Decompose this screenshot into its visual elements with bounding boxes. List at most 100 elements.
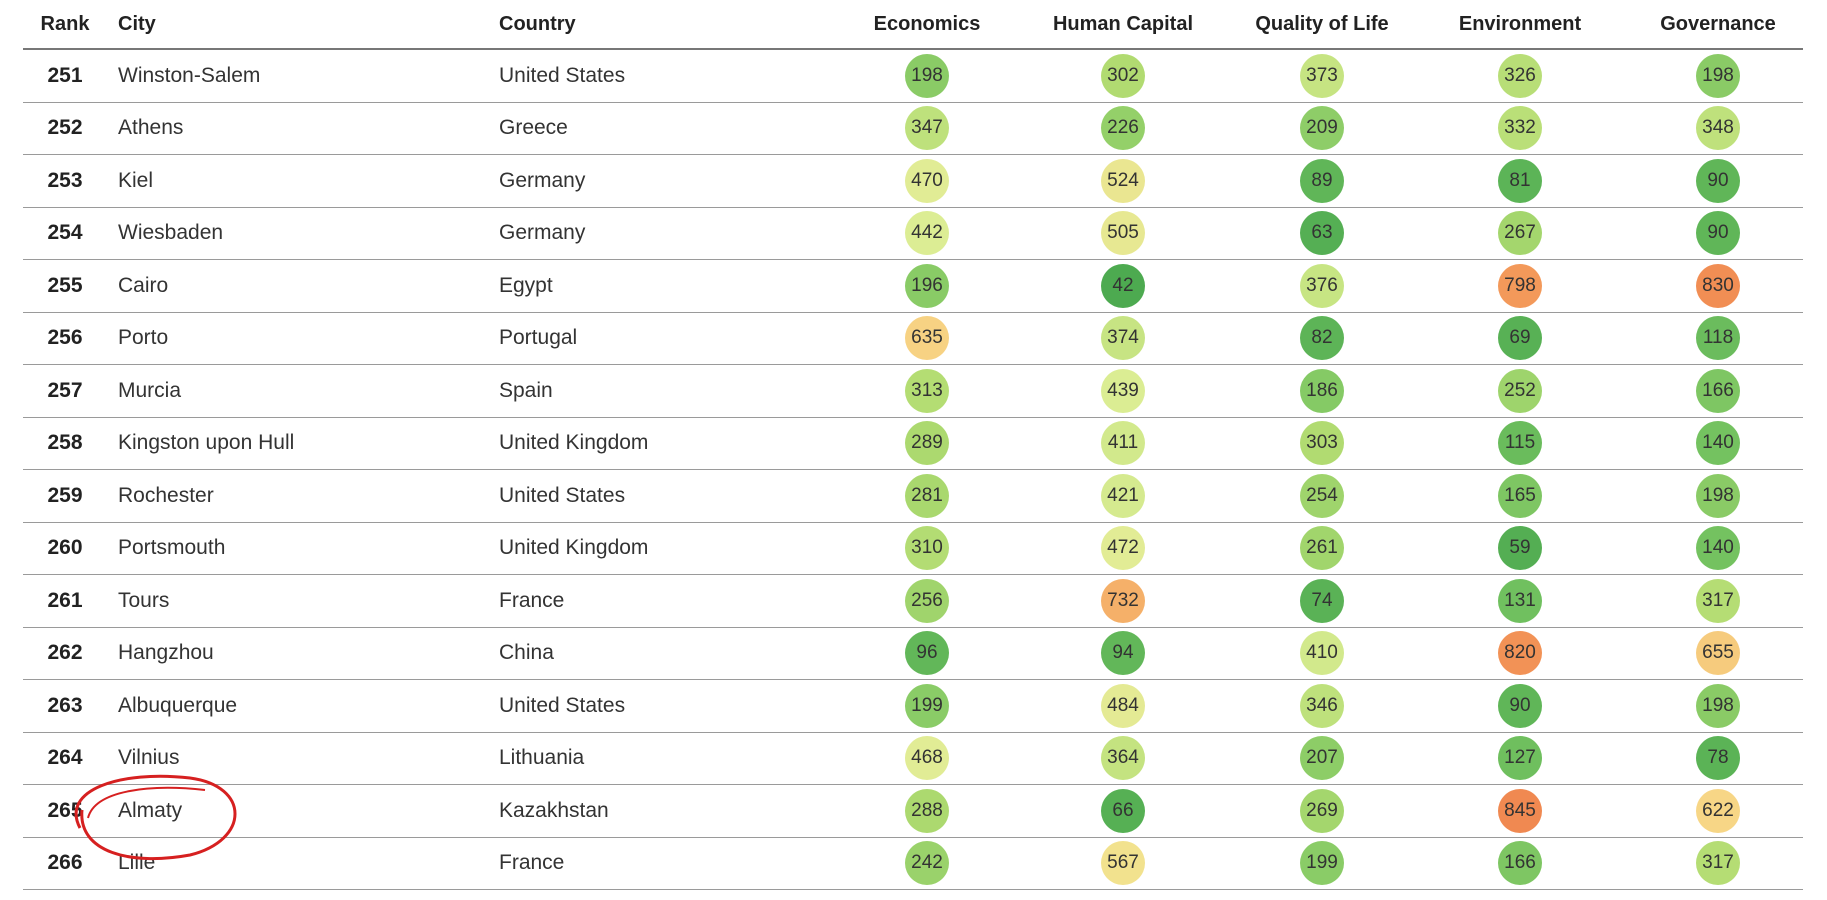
cell: Winston-Salem (118, 63, 261, 87)
cell: 242 (837, 838, 1017, 890)
table-row: 257 Murcia Spain 313 439 186 252 166 (23, 365, 1803, 418)
score-badge: 281 (905, 473, 949, 518)
score-badge: 470 (905, 158, 949, 203)
table-row: 266 Lille France 242 567 199 166 317 (23, 838, 1803, 890)
table-row: 251 Winston-Salem United States 198 302 373 32… (23, 50, 1803, 103)
cell: Wiesbaden (118, 221, 224, 245)
cell: 261 (1232, 523, 1412, 575)
score-badge: 373 (1300, 53, 1344, 98)
score-badge: 524 (1101, 158, 1145, 203)
header-cell: Rank (40, 12, 90, 35)
cell: 732 (1033, 575, 1213, 627)
cell: 484 (1033, 680, 1213, 732)
cell: 89 (1232, 155, 1412, 207)
header-cell: Governance (1660, 12, 1776, 35)
cell: 252 (1430, 365, 1610, 417)
cell: 472 (1033, 523, 1213, 575)
score-badge: 505 (1101, 211, 1145, 256)
cell: 198 (1628, 50, 1808, 102)
score-badge: 468 (905, 736, 949, 781)
cell: 118 (1628, 313, 1808, 365)
score-badge: 63 (1300, 211, 1344, 256)
cell: Spain (499, 378, 553, 402)
header-cell: City (118, 12, 156, 35)
score-badge: 348 (1696, 106, 1740, 151)
cell: Germany (499, 168, 586, 192)
score-badge: 317 (1696, 841, 1740, 886)
header-cell: Environment (1458, 12, 1582, 35)
score-badge: 410 (1300, 631, 1344, 676)
table-row: 261 Tours France 256 732 74 131 317 (23, 575, 1803, 628)
score-badge: 364 (1101, 736, 1145, 781)
cell: 364 (1033, 733, 1213, 785)
cell: 442 (837, 208, 1017, 260)
score-badge: 442 (905, 211, 949, 256)
table-row: 256 Porto Portugal 635 374 82 69 118 (23, 313, 1803, 365)
cell: 251 (47, 63, 83, 87)
score-badge: 261 (1300, 526, 1344, 571)
cell: 198 (837, 50, 1017, 102)
score-badge: 830 (1696, 263, 1740, 308)
cell: Almaty (118, 798, 183, 822)
cell: 302 (1033, 50, 1213, 102)
cell: 266 (47, 851, 83, 875)
cell: 166 (1628, 365, 1808, 417)
score-badge: 310 (905, 526, 949, 571)
cell: 411 (1033, 418, 1213, 470)
cell: 140 (1628, 418, 1808, 470)
score-badge: 78 (1696, 736, 1740, 781)
cell: Germany (499, 221, 586, 245)
cell: Portugal (499, 326, 578, 350)
cell: 262 (47, 641, 83, 665)
score-badge: 635 (905, 316, 949, 361)
cell: United Kingdom (499, 431, 649, 455)
cell: 90 (1628, 155, 1808, 207)
score-badge: 115 (1498, 421, 1542, 466)
score-badge: 347 (905, 106, 949, 151)
cell: Athens (118, 116, 184, 140)
score-badge: 242 (905, 841, 949, 886)
score-badge: 655 (1696, 631, 1740, 676)
cell: 267 (1430, 208, 1610, 260)
score-badge: 376 (1300, 263, 1344, 308)
score-badge: 186 (1300, 368, 1344, 413)
cell: 78 (1628, 733, 1808, 785)
cell: 798 (1430, 260, 1610, 312)
table-row: 263 Albuquerque United States 199 484 346 90 19… (23, 680, 1803, 733)
cell: 655 (1628, 628, 1808, 680)
table-row: 253 Kiel Germany 470 524 89 81 90 (23, 155, 1803, 208)
cell: 186 (1232, 365, 1412, 417)
score-badge: 198 (1696, 473, 1740, 518)
cell: United States (499, 693, 626, 717)
score-badge: 198 (1696, 683, 1740, 728)
cell: 269 (1232, 785, 1412, 837)
cell: 82 (1232, 313, 1412, 365)
cell: 74 (1232, 575, 1412, 627)
score-badge: 166 (1498, 841, 1542, 886)
score-badge: 82 (1300, 316, 1344, 361)
cell: 505 (1033, 208, 1213, 260)
cell: 94 (1033, 628, 1213, 680)
score-badge: 484 (1101, 683, 1145, 728)
score-badge: 439 (1101, 368, 1145, 413)
cell: 376 (1232, 260, 1412, 312)
cell: 207 (1232, 733, 1412, 785)
cell: Kazakhstan (499, 798, 609, 822)
score-badge: 198 (1696, 53, 1740, 98)
score-badge: 567 (1101, 841, 1145, 886)
cell: 264 (47, 746, 83, 770)
cell: 90 (1628, 208, 1808, 260)
cell: 198 (1628, 680, 1808, 732)
cell: 303 (1232, 418, 1412, 470)
cell: 254 (1232, 470, 1412, 522)
score-badge: 845 (1498, 788, 1542, 833)
table-row: 260 Portsmouth United Kingdom 310 472 261 59 14… (23, 523, 1803, 575)
cell: 468 (837, 733, 1017, 785)
cell: 115 (1430, 418, 1610, 470)
header-cell: Country (499, 12, 576, 35)
score-badge: 332 (1498, 106, 1542, 151)
score-badge: 820 (1498, 631, 1542, 676)
cell: 226 (1033, 103, 1213, 155)
cell: Vilnius (118, 746, 180, 770)
